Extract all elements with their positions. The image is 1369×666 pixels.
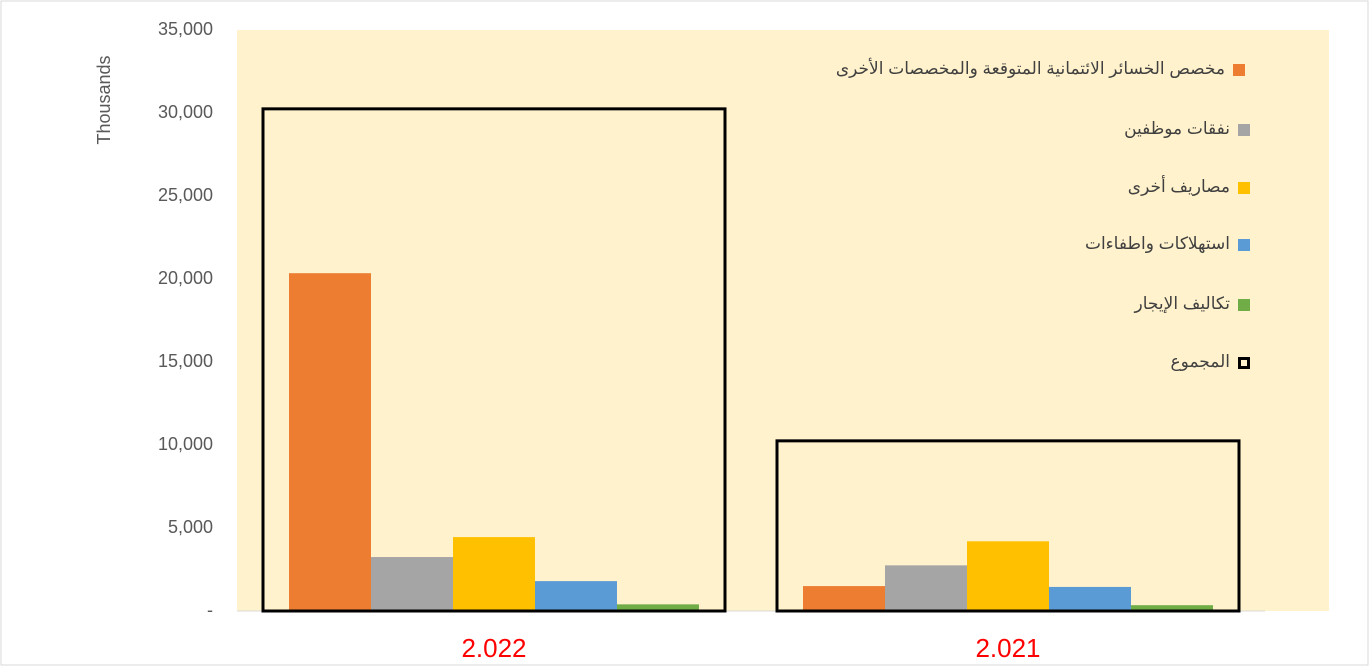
total-box xyxy=(261,107,727,613)
legend-item: نفقات موظفين xyxy=(830,115,1250,143)
bar xyxy=(1049,586,1131,611)
bar xyxy=(289,273,371,611)
legend-item: المجموع xyxy=(830,348,1250,376)
y-tick-label: 25,000 xyxy=(158,185,213,205)
y-tick-label: 20,000 xyxy=(158,268,213,288)
x-tick-label: 2.022 xyxy=(461,633,526,663)
legend-label: مخصص الخسائر الائتمانية المتوقعة والمخصص… xyxy=(835,59,1225,78)
legend-swatch xyxy=(1238,298,1250,311)
y-tick-label: - xyxy=(207,600,213,620)
legend-item: استهلاكات واطفاءات xyxy=(830,230,1250,258)
bar xyxy=(803,586,885,611)
bar xyxy=(1131,605,1213,611)
legend-item: مخصص الخسائر الائتمانية المتوقعة والمخصص… xyxy=(830,55,1245,83)
y-tick-label: 15,000 xyxy=(158,351,213,371)
legend-label: استهلاكات واطفاءات xyxy=(1084,234,1230,253)
plot-area xyxy=(237,30,1329,611)
legend-label: المجموع xyxy=(1170,352,1230,371)
y-tick-label: 35,000 xyxy=(158,19,213,39)
legend-label: نفقات موظفين xyxy=(1124,119,1230,138)
bar xyxy=(535,581,617,611)
x-tick-label: 2.021 xyxy=(975,633,1040,663)
bar xyxy=(371,557,453,611)
legend-swatch xyxy=(1238,123,1250,136)
legend-swatch xyxy=(1233,63,1245,76)
bar xyxy=(885,565,967,611)
legend-label: مصاريف أخرى xyxy=(1127,177,1230,196)
legend-item: مصاريف أخرى xyxy=(830,173,1250,201)
y-tick-label: 10,000 xyxy=(158,434,213,454)
bar xyxy=(617,604,699,611)
bar xyxy=(453,537,535,611)
y-axis-label: Thousands xyxy=(94,55,114,144)
legend-swatch xyxy=(1238,238,1250,251)
y-tick-label: 5,000 xyxy=(168,517,213,537)
legend-label: تكاليف الإيجار xyxy=(1134,294,1230,313)
y-tick-label: 30,000 xyxy=(158,102,213,122)
legend-item: تكاليف الإيجار xyxy=(830,290,1250,318)
legend-swatch xyxy=(1238,356,1250,369)
legend-swatch xyxy=(1238,181,1250,194)
total-box xyxy=(775,439,1241,613)
bar xyxy=(967,541,1049,611)
